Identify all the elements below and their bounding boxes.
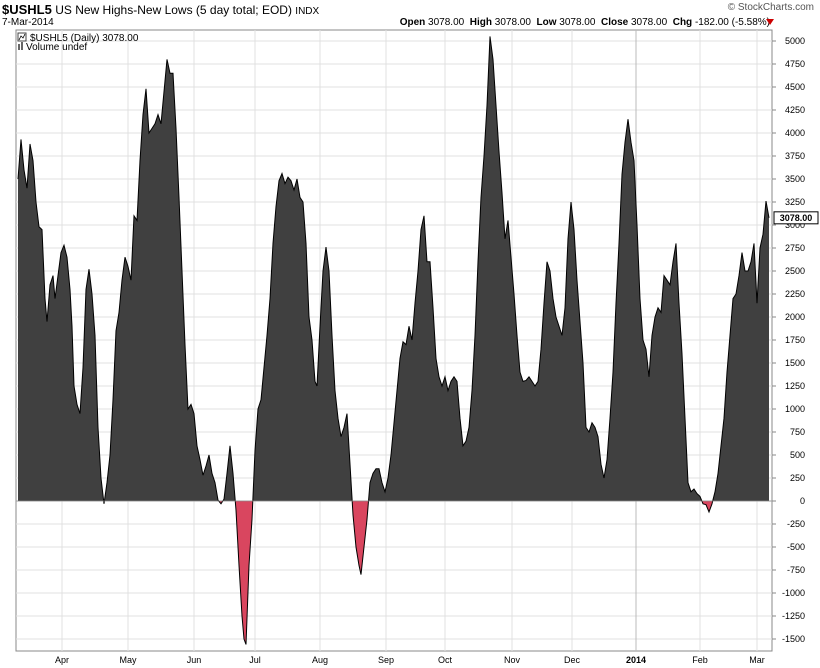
close-label: Close bbox=[600, 17, 629, 28]
x-tick-label: Oct bbox=[438, 655, 453, 665]
y-tick-label: 1750 bbox=[785, 335, 805, 345]
x-tick-label: Feb bbox=[692, 655, 708, 665]
y-tick-label: 1500 bbox=[785, 358, 805, 368]
chg-label: Chg bbox=[672, 17, 693, 28]
last-value-label: 3078.00 bbox=[780, 213, 813, 223]
y-tick-label: 3000 bbox=[785, 220, 805, 230]
y-tick-label: -1000 bbox=[782, 588, 805, 598]
y-tick-label: 4000 bbox=[785, 128, 805, 138]
y-tick-label: 2750 bbox=[785, 243, 805, 253]
legend-volume-label: Volume undef bbox=[26, 42, 87, 53]
x-tick-label: Dec bbox=[564, 655, 581, 665]
ohlc-readout: Open 3078.00 High 3078.00 Low 3078.00 Cl… bbox=[400, 17, 770, 28]
y-tick-label: 3250 bbox=[785, 197, 805, 207]
y-tick-label: 1250 bbox=[785, 381, 805, 391]
y-tick-label: 4250 bbox=[785, 105, 805, 115]
x-tick-label: May bbox=[119, 655, 137, 665]
y-tick-label: 2250 bbox=[785, 289, 805, 299]
volume-bar-icon bbox=[21, 42, 23, 50]
y-tick-label: 0 bbox=[800, 496, 805, 506]
x-tick-label: Jul bbox=[249, 655, 261, 665]
legend-line-icon bbox=[18, 33, 26, 41]
x-tick-label: Mar bbox=[749, 655, 765, 665]
y-tick-label: 4750 bbox=[785, 59, 805, 69]
y-tick-label: 1000 bbox=[785, 404, 805, 414]
y-tick-label: 3750 bbox=[785, 151, 805, 161]
x-tick-label: Aug bbox=[312, 655, 328, 665]
y-tick-label: -250 bbox=[787, 519, 805, 529]
x-tick-label: Sep bbox=[378, 655, 394, 665]
y-tick-label: -1250 bbox=[782, 611, 805, 621]
close-value: 3078.00 bbox=[631, 17, 668, 28]
exchange: INDX bbox=[295, 6, 320, 17]
high-label: High bbox=[469, 17, 492, 28]
open-value: 3078.00 bbox=[428, 17, 465, 28]
y-tick-label: 500 bbox=[790, 450, 805, 460]
y-tick-label: 5000 bbox=[785, 36, 805, 46]
high-value: 3078.00 bbox=[494, 17, 531, 28]
series-area-positive bbox=[18, 36, 769, 501]
chart-date: 7-Mar-2014 bbox=[2, 17, 54, 28]
volume-bar-icon bbox=[18, 44, 20, 50]
low-label: Low bbox=[536, 17, 557, 28]
y-tick-label: 2000 bbox=[785, 312, 805, 322]
symbol: $USHL5 bbox=[2, 2, 52, 17]
open-label: Open bbox=[399, 17, 426, 28]
series-line bbox=[17, 36, 770, 645]
y-tick-label: 3500 bbox=[785, 174, 805, 184]
y-tick-label: 4500 bbox=[785, 82, 805, 92]
chg-value: -182.00 (-5.58%) bbox=[694, 17, 770, 28]
symbol-description: US New Highs-New Lows (5 day total; EOD) bbox=[55, 3, 292, 17]
y-tick-label: -750 bbox=[787, 565, 805, 575]
legend-series-label: $USHL5 (Daily) 3078.00 bbox=[30, 33, 139, 44]
y-tick-label: 2500 bbox=[785, 266, 805, 276]
y-tick-label: 250 bbox=[790, 473, 805, 483]
y-tick-label: -500 bbox=[787, 542, 805, 552]
x-tick-label: Nov bbox=[504, 655, 521, 665]
x-tick-label: Jun bbox=[187, 655, 202, 665]
y-tick-label: 750 bbox=[790, 427, 805, 437]
brand-credit[interactable]: © StockCharts.com bbox=[727, 2, 814, 13]
y-tick-label: -1500 bbox=[782, 634, 805, 644]
down-arrow-icon bbox=[766, 19, 774, 25]
low-value: 3078.00 bbox=[559, 17, 596, 28]
x-tick-label: 2014 bbox=[626, 655, 646, 665]
last-value-box bbox=[773, 211, 819, 225]
x-tick-label: Apr bbox=[55, 655, 69, 665]
chart-title: $USHL5 US New Highs-New Lows (5 day tota… bbox=[2, 2, 319, 17]
